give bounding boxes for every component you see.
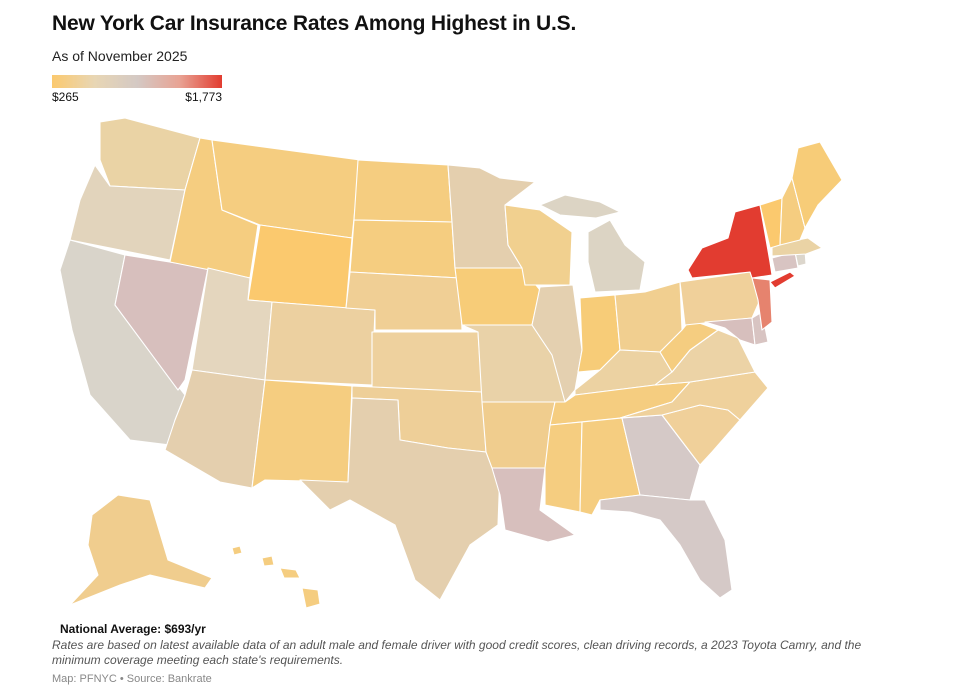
state-nd[interactable] (353, 159, 453, 223)
state-wy[interactable] (247, 224, 353, 309)
state-ms[interactable] (544, 421, 583, 513)
source-credit: Map: PFNYC • Source: Bankrate (52, 673, 212, 685)
state-la[interactable] (491, 467, 576, 543)
us-states-map (59, 117, 843, 609)
map-title: New York Car Insurance Rates Among Highe… (52, 12, 577, 35)
legend-max-label: $1,773 (185, 90, 222, 104)
state-wv[interactable] (659, 319, 719, 373)
state-me[interactable] (791, 141, 843, 229)
national-average: National Average: $693/yr (60, 622, 206, 636)
state-ks[interactable] (371, 331, 483, 393)
state-tx[interactable] (299, 397, 501, 601)
legend-gradient-bar (52, 75, 222, 88)
color-legend: $265 $1,773 (52, 75, 222, 104)
state-fl[interactable] (599, 494, 733, 599)
footer: National Average: $693/yr Rates are base… (52, 622, 912, 685)
state-nm[interactable] (251, 379, 353, 489)
state-mi[interactable] (539, 194, 646, 293)
state-ak[interactable] (69, 494, 213, 606)
state-sd[interactable] (349, 219, 461, 279)
state-nj[interactable] (751, 277, 773, 331)
state-de[interactable] (751, 311, 769, 346)
state-ma[interactable] (771, 237, 823, 257)
state-nh[interactable] (779, 177, 806, 246)
legend-min-label: $265 (52, 90, 79, 104)
state-hi[interactable] (231, 545, 321, 609)
state-ar[interactable] (481, 401, 556, 469)
state-pa[interactable] (679, 271, 761, 326)
state-ny[interactable] (687, 204, 796, 289)
map-subtitle: As of November 2025 (52, 48, 188, 64)
methodology-note: Rates are based on latest available data… (52, 638, 862, 667)
state-il[interactable] (531, 284, 583, 403)
state-wa[interactable] (99, 117, 201, 191)
state-co[interactable] (264, 301, 376, 386)
state-md[interactable] (704, 317, 756, 346)
state-wi[interactable] (504, 204, 573, 286)
